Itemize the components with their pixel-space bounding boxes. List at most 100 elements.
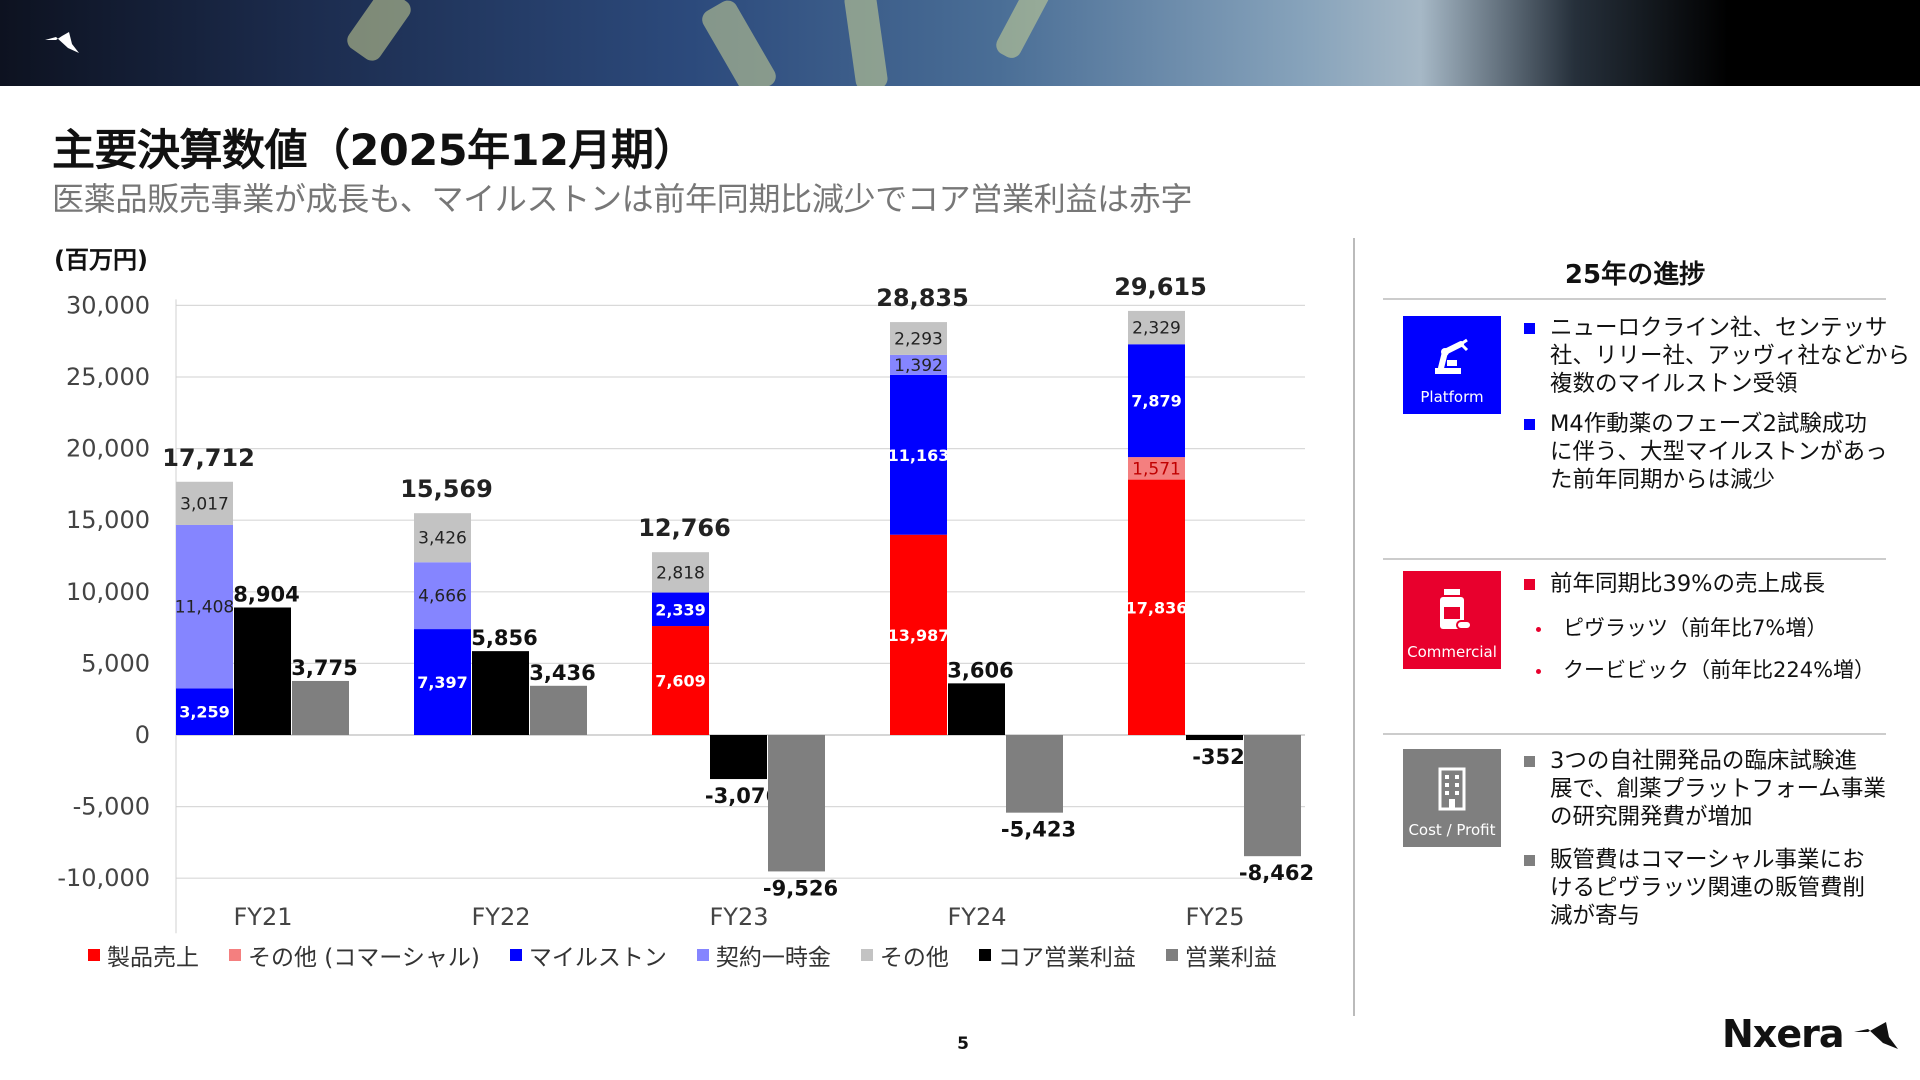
bar-data-label: 2,339 (655, 600, 706, 619)
office-building-icon (1438, 767, 1466, 811)
x-tick-label: FY22 (471, 903, 530, 931)
bar-data-label: 3,259 (179, 703, 230, 722)
company-logo: Nxera (1722, 1014, 1900, 1054)
stacked-bar-segment (414, 629, 471, 735)
platform-tile: Platform (1403, 316, 1501, 414)
profit-bar-label: -9,526 (763, 876, 838, 900)
financial-bar-chart: 30,000 25,000 20,000 15,000 10,000 5,000 0 -5,0… (57, 273, 1314, 934)
y-tick-label: 15,000 (66, 506, 150, 534)
legend-swatch (229, 949, 241, 961)
stack-total-label: 17,712 (162, 444, 255, 472)
bar-data-label: 2,818 (656, 563, 705, 583)
bar-data-label: 13,987 (888, 626, 950, 645)
medicine-bottle-icon (1440, 589, 1472, 630)
bullet-text: 販管費はコマーシャル事業にお けるピヴラッツ関連の販管費削 減が寄与 (1550, 847, 1866, 929)
y-tick-label: 10,000 (66, 578, 150, 606)
commercial-subitem-1: ピヴラッツ（前年比7%増） (1536, 612, 1827, 642)
profit-bar (948, 683, 1005, 735)
legend-swatch (1165, 949, 1178, 961)
profit-bar (234, 607, 291, 735)
y-tick-label: 25,000 (66, 363, 150, 391)
legend-swatch (696, 949, 709, 961)
stack-total-label: 12,766 (638, 514, 731, 542)
legend-label: 営業利益 (1184, 945, 1277, 971)
stack-total-label: 29,615 (1114, 273, 1207, 301)
legend-item: 契約一時金 (696, 938, 831, 972)
vertical-divider (1353, 238, 1355, 1016)
x-tick-label: FY23 (709, 903, 768, 931)
bar-data-label: 3,017 (180, 494, 229, 514)
profit-bar-label: 3,606 (947, 658, 1013, 682)
profit-bar-label: -3,076 (705, 784, 780, 808)
bar-data-label: 1,392 (894, 356, 943, 376)
legend-label: 契約一時金 (715, 945, 831, 971)
stacked-bar-segment (890, 374, 947, 535)
x-tick-label: FY25 (1185, 903, 1244, 931)
commercial-subitem-2: クービビック（前年比224%増） (1536, 654, 1875, 684)
profit-bar (1006, 735, 1063, 813)
profit-bar (292, 680, 349, 735)
stacked-bar-segment (414, 513, 471, 563)
y-tick-label: 5,000 (81, 649, 150, 677)
stacked-bar-segment (652, 626, 709, 735)
bullet-square-icon (1524, 855, 1535, 866)
profit-bar (472, 651, 529, 735)
bar-data-label: 11,408 (175, 598, 234, 618)
profit-bar-label: -8,462 (1239, 861, 1314, 885)
company-logo-mark-icon (1854, 1022, 1898, 1049)
bullet-square-icon (1524, 419, 1535, 430)
legend-item: 営業利益 (1165, 938, 1277, 972)
legend-item: マイルストン (509, 938, 667, 972)
stacked-bar-segment (890, 534, 947, 735)
y-tick-label: 20,000 (66, 435, 150, 463)
panel-divider (1383, 733, 1886, 735)
chart-legend: 製品売上 その他 (コマーシャル) マイルストン 契約一時金 その他 コア営業利益 営業利益 (88, 938, 1307, 972)
panel-divider (1383, 298, 1886, 300)
stacked-bar-segment (652, 592, 709, 627)
profit-bar (768, 735, 825, 872)
bullet-text: 3つの自社開発品の臨床試験進 展で、創薬プラットフォーム事業 の研究開発費が増加 (1550, 748, 1886, 830)
profit-bar (1244, 735, 1301, 857)
bar-data-label: 7,609 (655, 672, 706, 691)
y-tick-label: 30,000 (66, 291, 150, 319)
y-tick-label: 0 (135, 721, 150, 749)
bar-data-label: 7,397 (417, 673, 468, 692)
subitem-text: クービビック（前年比224%増） (1563, 658, 1876, 682)
bullet-text: ニューロクライン社、センテッサ 社、リリー社、アッヴィ社などから 複数のマイルス… (1550, 315, 1911, 397)
panel-divider (1383, 558, 1886, 560)
stacked-bar-segment (652, 552, 709, 593)
header-banner (0, 0, 1920, 86)
page-title: 主要決算数値（2025年12月期） (52, 126, 697, 176)
bullet-text: 前年同期比39%の売上成長 (1550, 571, 1826, 597)
bullet-dot-icon (1536, 626, 1541, 632)
bar-data-label: 2,293 (894, 330, 943, 350)
commercial-tile: Commercial (1403, 571, 1501, 669)
profit-bar-label: -352 (1192, 745, 1245, 769)
stacked-bar-segment (890, 354, 947, 375)
legend-swatch (860, 949, 873, 961)
stacked-bar-segment (890, 322, 947, 355)
legend-label: 製品売上 (107, 945, 199, 971)
bar-data-label: 1,571 (1132, 459, 1181, 479)
legend-item: コア営業利益 (978, 938, 1136, 972)
page-subtitle: 医薬品販売事業が成長も、マイルストンは前年同期比減少でコア営業利益は赤字 (52, 180, 1193, 218)
stacked-bar-segment (414, 562, 471, 630)
legend-item: 製品売上 (88, 938, 199, 972)
bullet-square-icon (1524, 323, 1535, 334)
bullet-dot-icon (1536, 668, 1541, 674)
legend-swatch (978, 949, 991, 961)
company-logo-wordmark: Nxera (1722, 1012, 1844, 1056)
y-tick-label: -5,000 (73, 793, 150, 821)
stacked-bar-segment (176, 524, 233, 689)
bullet-square-icon (1524, 579, 1535, 590)
platform-tile-label: Platform (1420, 388, 1484, 406)
profit-bar-label: 3,775 (291, 656, 357, 680)
legend-label: マイルストン (528, 945, 667, 971)
bar-data-label: 4,666 (418, 587, 467, 607)
bar-data-label: 2,329 (1132, 319, 1181, 339)
stacked-bar-segment (1128, 310, 1185, 345)
stacked-bar-segment (176, 481, 233, 525)
cost-profit-tile: Cost / Profit (1403, 749, 1501, 847)
profit-bar-label: 8,904 (233, 582, 299, 606)
stacked-bar-segment (1128, 479, 1185, 735)
